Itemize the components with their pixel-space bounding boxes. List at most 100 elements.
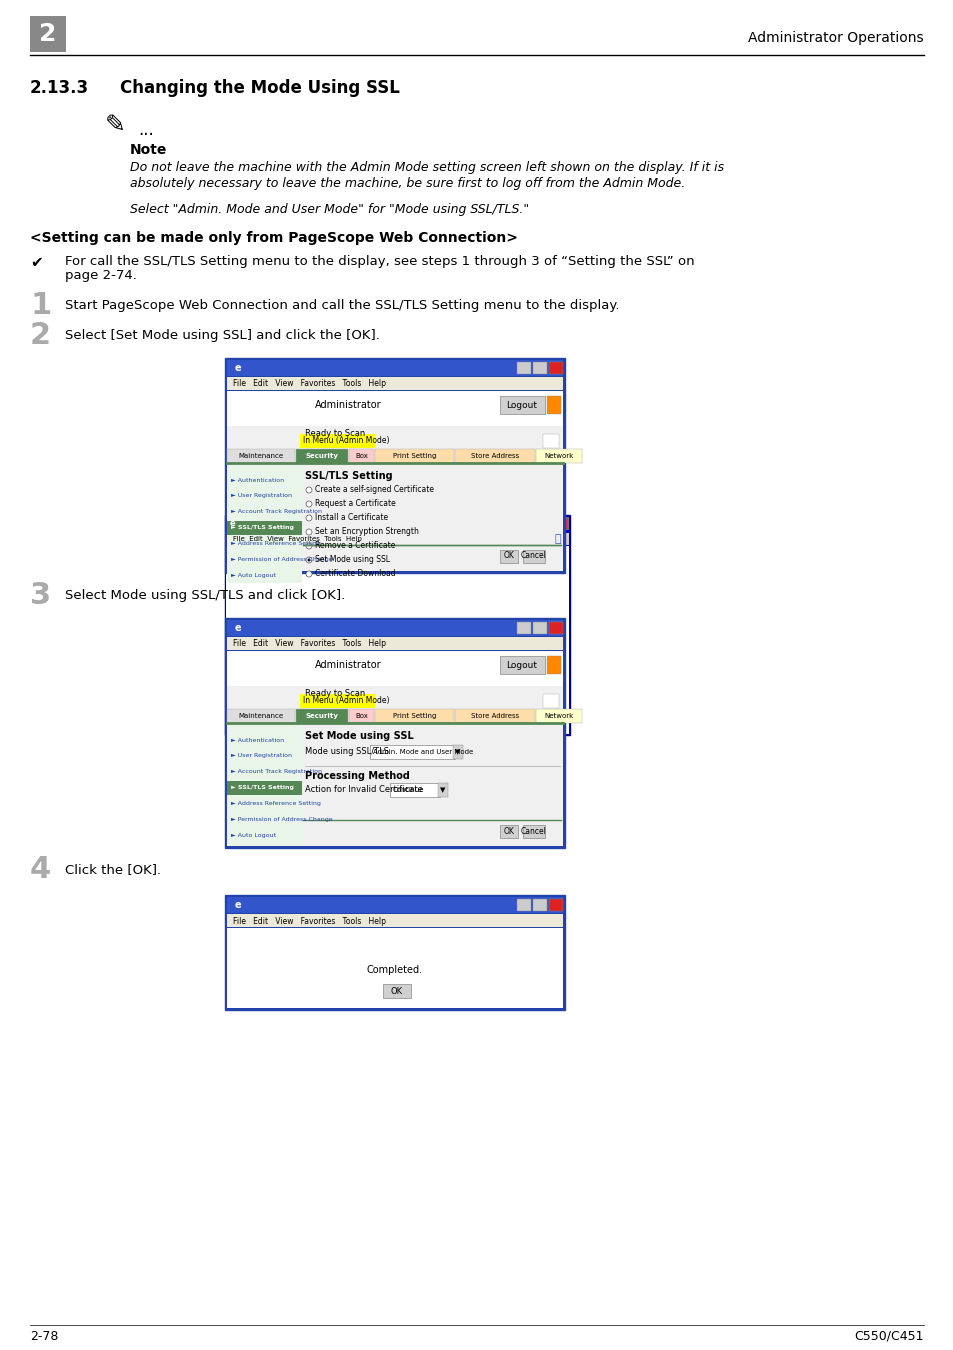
Text: Box: Box	[355, 454, 368, 459]
Text: Note: Note	[130, 143, 167, 157]
Text: Maintenance: Maintenance	[238, 454, 283, 459]
Bar	[437, 783, 448, 796]
Bar	[227, 733, 302, 747]
Circle shape	[306, 514, 312, 521]
Bar	[227, 796, 302, 811]
Bar	[542, 433, 558, 448]
Text: OK: OK	[503, 552, 514, 560]
Bar	[227, 472, 302, 487]
Text: In Menu (Admin Mode): In Menu (Admin Mode)	[303, 436, 389, 446]
Text: e: e	[234, 363, 241, 373]
Bar	[226, 516, 568, 533]
Bar	[517, 899, 531, 911]
Bar	[227, 927, 562, 1008]
Text: Click the [OK].: Click the [OK].	[65, 864, 161, 876]
Bar	[227, 521, 302, 535]
Text: Store Address: Store Address	[471, 454, 518, 459]
Text: e: e	[234, 900, 241, 910]
Bar	[390, 783, 439, 796]
Text: Logout: Logout	[506, 401, 537, 409]
Text: Set Mode using SSL: Set Mode using SSL	[305, 730, 414, 741]
Bar	[517, 362, 531, 374]
Bar	[227, 914, 562, 927]
Text: ► Auto Logout: ► Auto Logout	[231, 833, 275, 838]
Text: Remove a Certificate: Remove a Certificate	[314, 541, 395, 551]
Text: Certificate Download: Certificate Download	[314, 570, 395, 579]
Bar	[227, 765, 302, 779]
Bar	[227, 620, 562, 636]
Bar	[455, 450, 535, 463]
Text: Action for Invalid Certificate: Action for Invalid Certificate	[305, 786, 422, 795]
Bar	[349, 450, 374, 463]
Text: File   Edit   View   Favorites   Tools   Help: File Edit View Favorites Tools Help	[233, 917, 386, 926]
Text: Box: Box	[355, 713, 368, 720]
Bar	[522, 825, 544, 838]
Bar	[548, 622, 562, 634]
Text: ► SSL/TLS Setting: ► SSL/TLS Setting	[231, 786, 294, 791]
Bar	[227, 829, 302, 842]
Text: ► Authentication: ► Authentication	[231, 737, 284, 742]
Circle shape	[306, 487, 312, 493]
Bar	[499, 656, 544, 674]
Bar	[227, 377, 562, 390]
Text: ...: ...	[138, 122, 153, 139]
Text: Mode using SSL/TLS: Mode using SSL/TLS	[305, 748, 389, 756]
Bar	[226, 545, 568, 734]
Text: ▼: ▼	[455, 749, 460, 755]
Bar	[499, 396, 544, 414]
Bar	[546, 656, 560, 674]
Text: Continue: Continue	[393, 787, 424, 792]
Text: Administrator: Administrator	[314, 400, 381, 410]
Bar	[299, 694, 375, 707]
Text: Administrator Operations: Administrator Operations	[747, 31, 923, 45]
Bar	[349, 709, 374, 724]
Text: Completed.: Completed.	[367, 965, 422, 975]
Text: Security: Security	[306, 713, 338, 720]
Text: File   Edit   View   Favorites   Tools   Help: File Edit View Favorites Tools Help	[233, 379, 386, 389]
Bar	[227, 651, 562, 846]
Text: Do not leave the machine with the Admin Mode setting screen left shown on the di: Do not leave the machine with the Admin …	[130, 162, 723, 174]
Text: Maintenance: Maintenance	[238, 713, 283, 720]
Bar	[227, 392, 562, 571]
Bar	[499, 825, 517, 838]
Text: ► Address Reference Setting: ► Address Reference Setting	[231, 541, 320, 547]
Text: 4: 4	[30, 856, 51, 884]
Bar	[227, 896, 562, 913]
Text: Changing the Mode Using SSL: Changing the Mode Using SSL	[120, 80, 399, 97]
Text: Set an Encryption Strength: Set an Encryption Strength	[314, 528, 418, 536]
Circle shape	[306, 529, 312, 535]
Text: Select [Set Mode using SSL] and click the [OK].: Select [Set Mode using SSL] and click th…	[65, 328, 379, 342]
Text: Print Setting: Print Setting	[393, 713, 436, 720]
Circle shape	[307, 559, 310, 562]
Text: OK: OK	[391, 987, 402, 995]
Bar	[30, 16, 66, 53]
Text: Create a self-signed Certificate: Create a self-signed Certificate	[314, 486, 434, 494]
Bar	[227, 537, 302, 551]
Bar	[548, 899, 562, 911]
Bar	[227, 489, 302, 504]
Text: 2.13.3: 2.13.3	[30, 80, 89, 97]
Bar	[554, 517, 567, 529]
Text: Start PageScope Web Connection and call the SSL/TLS Setting menu to the display.: Start PageScope Web Connection and call …	[65, 300, 618, 312]
Text: Network: Network	[544, 454, 574, 459]
Text: absolutely necessary to leave the machine, be sure first to log off from the Adm: absolutely necessary to leave the machin…	[130, 177, 684, 189]
Text: C550/C451: C550/C451	[854, 1330, 923, 1342]
Text: 2: 2	[39, 22, 56, 46]
Bar	[225, 514, 569, 734]
Bar	[521, 517, 536, 529]
Bar	[227, 360, 562, 377]
Text: Request a Certificate: Request a Certificate	[314, 500, 395, 509]
Text: page 2-74.: page 2-74.	[65, 270, 136, 282]
Text: 2-78: 2-78	[30, 1330, 58, 1342]
Text: ► SSL/TLS Setting: ► SSL/TLS Setting	[231, 525, 294, 531]
Text: ► User Registration: ► User Registration	[231, 494, 292, 498]
Bar	[227, 813, 302, 828]
Text: ► Permission of Address Change: ► Permission of Address Change	[231, 558, 333, 563]
Text: Processing Method: Processing Method	[305, 771, 410, 782]
Text: Cancel: Cancel	[520, 826, 546, 836]
Text: For call the SSL/TLS Setting menu to the display, see steps 1 through 3 of “Sett: For call the SSL/TLS Setting menu to the…	[65, 255, 694, 267]
Text: 2: 2	[30, 320, 51, 350]
Text: e: e	[230, 518, 235, 528]
Text: Ready to Scan: Ready to Scan	[305, 428, 365, 437]
Bar	[547, 533, 567, 545]
